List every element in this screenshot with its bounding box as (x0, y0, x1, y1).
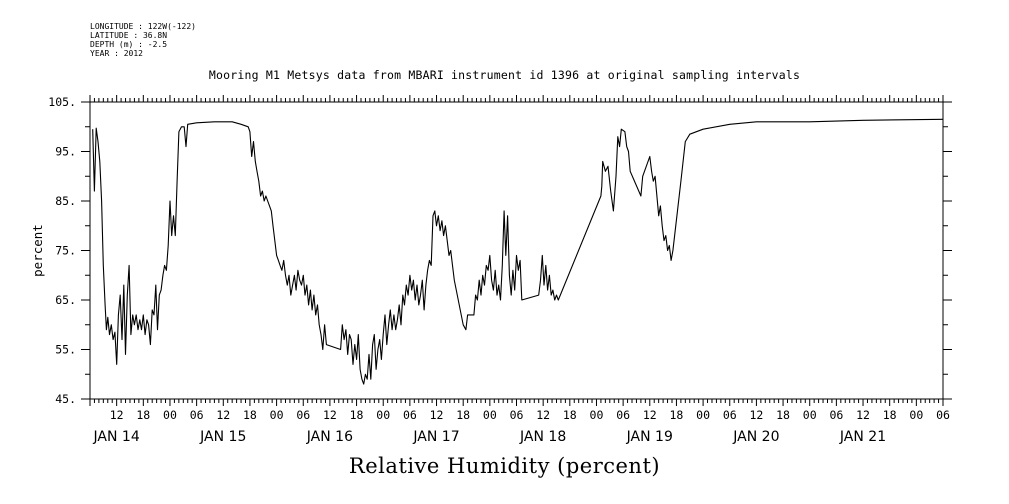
x-day-label: JAN 20 (732, 429, 779, 445)
depth-label: DEPTH (m) : -2.5 (90, 40, 168, 49)
x-day-label: JAN 14 (93, 429, 140, 445)
x-tick-label: 12 (749, 408, 763, 422)
x-tick-label: 12 (216, 408, 230, 422)
x-tick-label: 18 (136, 408, 150, 422)
x-tick-label: 18 (243, 408, 257, 422)
y-tick-label: 95. (55, 145, 76, 159)
x-tick-label: 00 (270, 408, 284, 422)
x-tick-label: 18 (670, 408, 684, 422)
x-tick-label: 18 (883, 408, 897, 422)
y-axis-label: percent (30, 224, 45, 277)
latitude-label: LATITUDE : 36.8N (90, 31, 168, 40)
x-day-label: JAN 15 (199, 429, 246, 445)
y-tick-label: 65. (55, 293, 76, 307)
y-tick-label: 45. (55, 392, 76, 406)
plot-frame (89, 101, 944, 400)
x-tick-label: 06 (829, 408, 843, 422)
x-day-label: JAN 21 (839, 429, 886, 445)
y-tick-label: 85. (55, 194, 76, 208)
year-label: YEAR : 2012 (90, 49, 143, 58)
x-tick-label: 00 (909, 408, 923, 422)
x-tick-label: 00 (163, 408, 177, 422)
y-tick-label: 75. (55, 244, 76, 258)
x-tick-label: 12 (536, 408, 550, 422)
x-tick-label: 06 (510, 408, 524, 422)
x-tick-label: 12 (856, 408, 870, 422)
y-tick-label: 55. (55, 343, 76, 357)
x-tick-label: 18 (563, 408, 577, 422)
x-tick-label: 06 (403, 408, 417, 422)
x-tick-label: 12 (430, 408, 444, 422)
x-day-label: JAN 17 (412, 429, 459, 445)
x-day-label: JAN 19 (626, 429, 673, 445)
x-tick-label: 12 (323, 408, 337, 422)
metadata-block: LONGITUDE : 122W(-122) LATITUDE : 36.8N … (90, 22, 196, 58)
x-tick-label: 18 (456, 408, 470, 422)
x-tick-label: 12 (110, 408, 124, 422)
y-tick-label: 105. (48, 95, 76, 109)
x-day-label: JAN 16 (306, 429, 353, 445)
x-tick-label: 00 (376, 408, 390, 422)
x-tick-label: 06 (190, 408, 204, 422)
x-tick-label: 06 (936, 408, 950, 422)
x-tick-label: 06 (723, 408, 737, 422)
longitude-label: LONGITUDE : 122W(-122) (90, 22, 196, 31)
x-tick-label: 00 (483, 408, 497, 422)
series-line-humidity (92, 118, 944, 385)
x-tick-label: 18 (350, 408, 364, 422)
x-tick-label: 00 (696, 408, 710, 422)
x-tick-label: 06 (616, 408, 630, 422)
x-day-label: JAN 18 (519, 429, 566, 445)
x-tick-label: 18 (776, 408, 790, 422)
x-tick-label: 00 (803, 408, 817, 422)
chart-title: Mooring M1 Metsys data from MBARI instru… (208, 68, 801, 82)
x-tick-label: 00 (590, 408, 604, 422)
x-axis-label: Relative Humidity (percent) (348, 454, 661, 478)
x-tick-label: 06 (296, 408, 310, 422)
x-tick-label: 12 (643, 408, 657, 422)
